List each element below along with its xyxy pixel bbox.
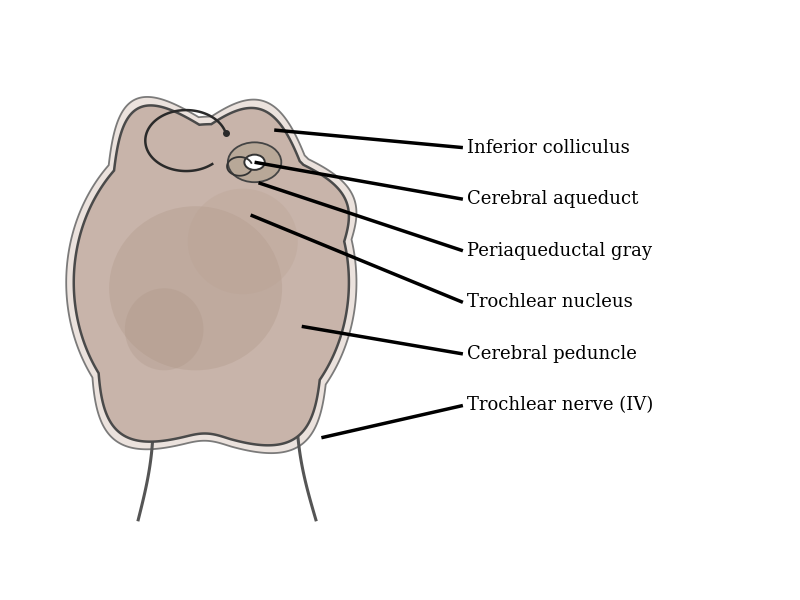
Text: Periaqueductal gray: Periaqueductal gray (467, 242, 652, 260)
Ellipse shape (188, 188, 298, 294)
Text: Cerebral peduncle: Cerebral peduncle (467, 345, 637, 363)
Text: Cerebral aqueduct: Cerebral aqueduct (467, 190, 638, 208)
Ellipse shape (109, 206, 282, 370)
Polygon shape (74, 106, 349, 445)
Polygon shape (66, 97, 357, 453)
Text: Trochlear nucleus: Trochlear nucleus (467, 293, 633, 311)
Circle shape (228, 142, 282, 182)
Circle shape (244, 155, 265, 170)
Text: Trochlear nerve (IV): Trochlear nerve (IV) (467, 397, 653, 415)
Ellipse shape (125, 288, 203, 370)
Text: Inferior colliculus: Inferior colliculus (467, 139, 630, 157)
